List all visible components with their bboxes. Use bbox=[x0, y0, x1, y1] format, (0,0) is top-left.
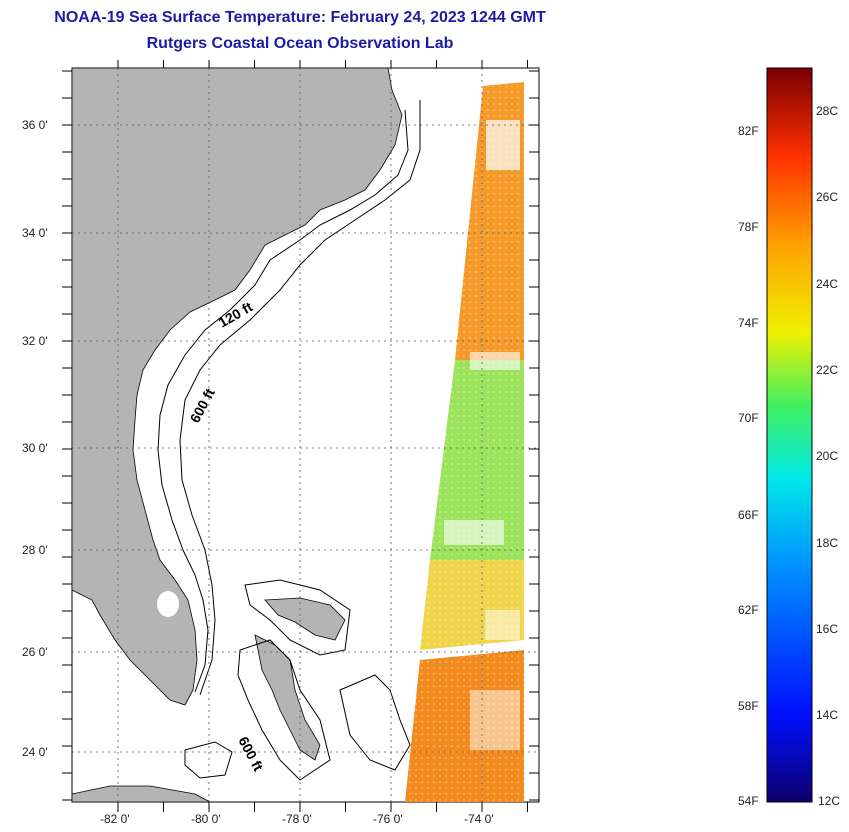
lat-label: 30 0' bbox=[22, 441, 48, 455]
graticule bbox=[72, 68, 539, 802]
colorbar-c-label: 16C bbox=[816, 622, 839, 636]
lat-label: 28 0' bbox=[22, 543, 48, 557]
colorbar-f-label: 66F bbox=[738, 508, 759, 522]
lon-label: -80 0' bbox=[191, 812, 221, 826]
map-subtitle: Rutgers Coastal Ocean Observation Lab bbox=[146, 35, 454, 52]
colorbar-f-label: 78F bbox=[738, 220, 759, 234]
colorbar-f-label: 82F bbox=[738, 124, 759, 138]
lake-okeechobee bbox=[157, 591, 179, 617]
lat-label: 32 0' bbox=[22, 334, 48, 348]
map-title: NOAA-19 Sea Surface Temperature: Februar… bbox=[54, 9, 546, 26]
colorbar-f-label: 62F bbox=[738, 603, 759, 617]
lon-label: -76 0' bbox=[373, 812, 403, 826]
lon-label: -74 0' bbox=[464, 812, 494, 826]
colorbar-c-label: 14C bbox=[816, 708, 839, 722]
axis-ticks bbox=[62, 60, 539, 812]
colorbar-c-label: 18C bbox=[816, 536, 839, 550]
lat-label: 24 0' bbox=[22, 745, 48, 759]
colorbar-f-label: 70F bbox=[738, 411, 759, 425]
colorbar bbox=[766, 67, 813, 803]
lon-label: -82 0' bbox=[100, 812, 130, 826]
colorbar-c-label: 28C bbox=[816, 104, 839, 118]
lon-label: -78 0' bbox=[282, 812, 312, 826]
colorbar-f-label: 54F bbox=[738, 794, 759, 808]
lat-label: 26 0' bbox=[22, 645, 48, 659]
lat-label: 34 0' bbox=[22, 226, 48, 240]
sst-swath bbox=[405, 82, 525, 802]
lat-label: 36 0' bbox=[22, 118, 48, 132]
land bbox=[71, 67, 403, 803]
colorbar-c-label: 12C bbox=[818, 794, 841, 808]
contours bbox=[157, 100, 421, 781]
colorbar-c-label: 24C bbox=[816, 277, 839, 291]
colorbar-c-label: 22C bbox=[816, 363, 839, 377]
colorbar-c-label: 26C bbox=[816, 190, 839, 204]
colorbar-f-label: 74F bbox=[738, 316, 759, 330]
colorbar-c-label: 20C bbox=[816, 449, 839, 463]
colorbar-f-label: 58F bbox=[738, 699, 759, 713]
